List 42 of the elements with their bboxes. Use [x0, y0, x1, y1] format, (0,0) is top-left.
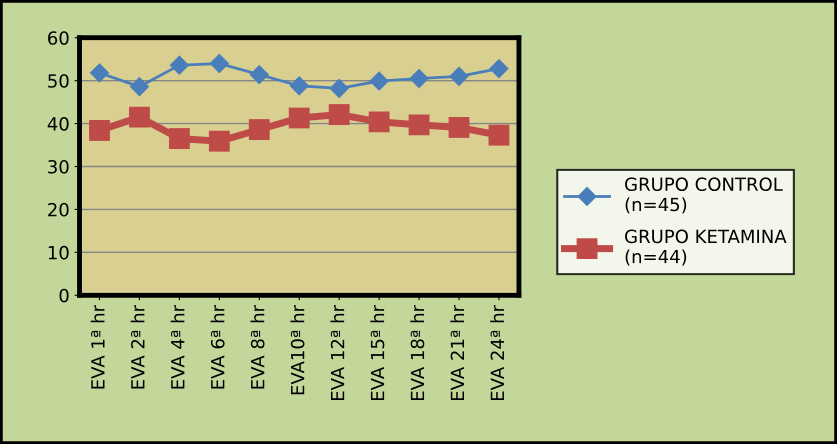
point — [488, 124, 510, 146]
point — [410, 68, 429, 88]
x-tick-label: EVA 21ª hr — [450, 304, 464, 400]
x-tick-label: EVA 2ª hr — [130, 304, 144, 389]
point — [328, 104, 350, 125]
x-tick-label: EVA 18ª hr — [410, 304, 424, 400]
point — [89, 120, 110, 141]
point — [370, 72, 389, 91]
x-tick-label: EVA 12ª hr — [330, 304, 344, 400]
point — [130, 77, 149, 96]
x-tick-label: EVA 24ª hr — [490, 304, 504, 400]
legend-label: GRUPO KETAMINA (n=44) — [625, 230, 786, 266]
x-tick-label: EVA 1ª hr — [90, 304, 104, 389]
point — [168, 128, 190, 150]
x-tick-label: EVA 8ª hr — [250, 304, 265, 389]
point — [208, 130, 230, 152]
point — [489, 59, 508, 78]
x-tick-label: EVA 6ª hr — [210, 304, 225, 389]
y-tick-label: 10 — [48, 246, 69, 260]
x-tick-label: EVA 4ª hr — [170, 304, 184, 389]
point — [90, 63, 110, 82]
point — [210, 54, 229, 74]
y-tick-label: 60 — [48, 31, 69, 45]
point — [248, 119, 270, 140]
y-tick-label: 50 — [48, 74, 69, 88]
x-tick-label: EVA10ª hr — [290, 304, 304, 394]
point — [368, 111, 390, 132]
y-tick-label: 30 — [48, 160, 69, 174]
point — [250, 65, 269, 84]
point — [170, 56, 189, 75]
x-tick-label: EVA 15ª hr — [370, 304, 384, 400]
point — [290, 76, 309, 96]
point — [448, 117, 470, 138]
y-tick-label: 20 — [48, 202, 69, 217]
y-tick-label: 40 — [48, 117, 69, 131]
point — [449, 66, 469, 86]
point — [408, 114, 430, 136]
point — [330, 78, 349, 98]
legend-label: GRUPO CONTROL (n=45) — [625, 177, 783, 214]
point — [129, 106, 150, 128]
y-tick-label: 0 — [59, 288, 69, 302]
point — [288, 108, 310, 128]
